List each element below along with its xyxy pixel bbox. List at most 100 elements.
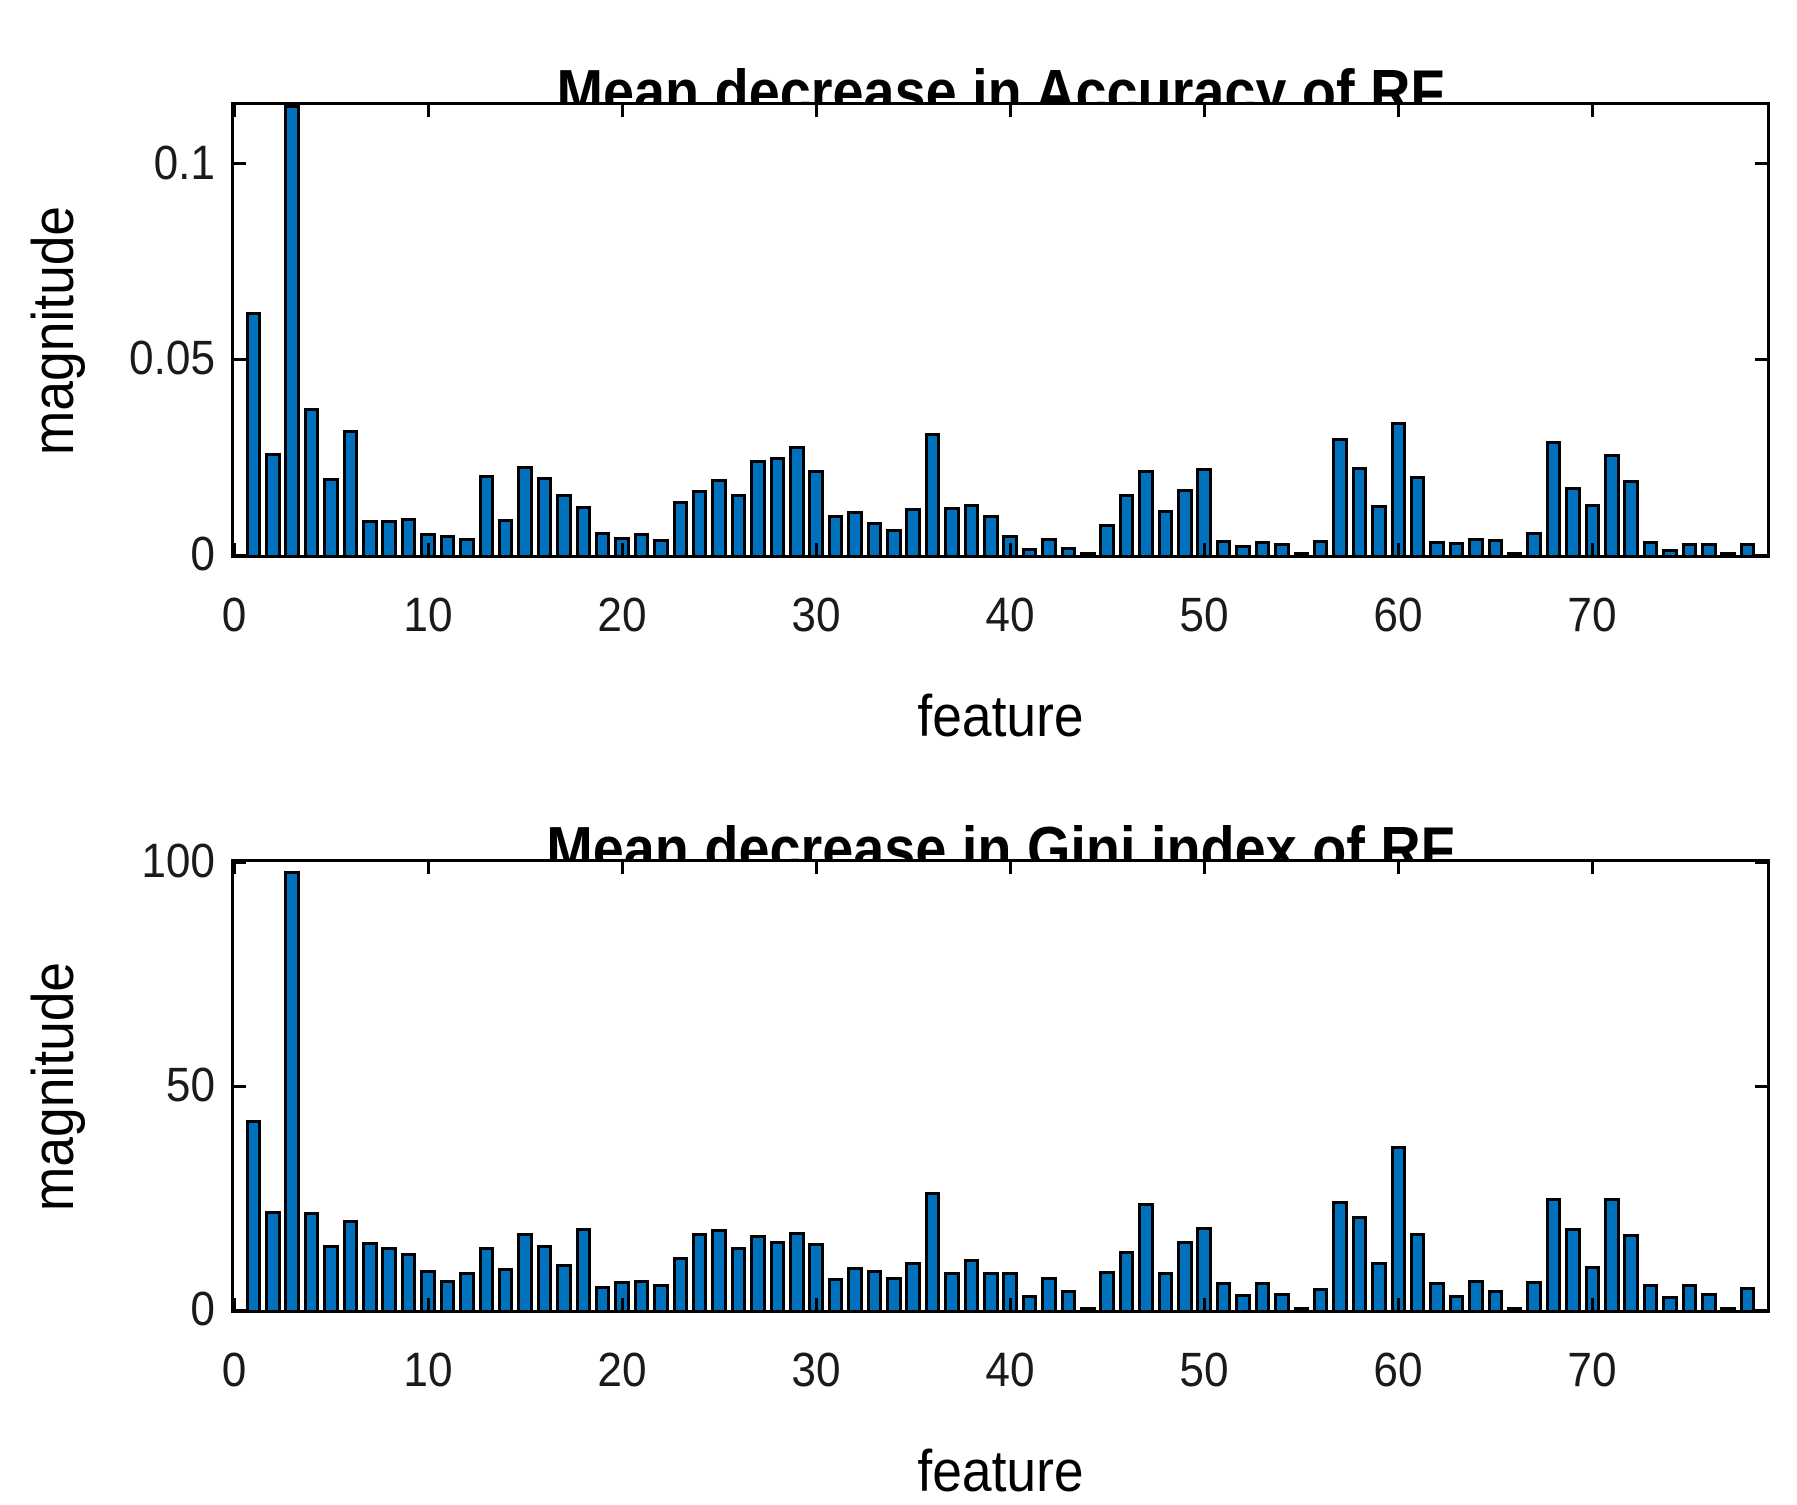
- bar: [983, 1272, 999, 1310]
- bar: [1448, 541, 1465, 555]
- bar: [1720, 1307, 1736, 1310]
- bar: [342, 1220, 359, 1310]
- bar: [265, 453, 281, 555]
- x-tick-mark: [232, 543, 236, 555]
- bar: [808, 1243, 824, 1310]
- bar: [1429, 540, 1445, 555]
- bar: [730, 1246, 747, 1310]
- x-tick-label: 20: [597, 1344, 647, 1397]
- bar: [1506, 552, 1523, 555]
- x-tick-mark: [620, 862, 624, 874]
- bar: [1506, 1307, 1523, 1310]
- bar: [1215, 540, 1232, 555]
- y-tick-mark: [234, 860, 246, 864]
- bar: [1118, 493, 1135, 555]
- bar: [866, 521, 883, 555]
- bar: [420, 1270, 436, 1310]
- bar: [886, 1277, 902, 1310]
- bar: [905, 508, 921, 555]
- x-tick-mark: [1590, 1298, 1594, 1310]
- x-axis-label: feature: [917, 684, 1084, 749]
- x-tick-label: 10: [403, 589, 453, 642]
- bar: [963, 1258, 980, 1310]
- bar: [1584, 504, 1601, 555]
- bar: [1235, 544, 1251, 555]
- x-tick-mark: [232, 1298, 236, 1310]
- bar: [1545, 440, 1562, 555]
- x-tick-mark: [620, 543, 624, 555]
- x-tick-mark: [814, 1298, 818, 1310]
- x-tick-label: 50: [1179, 589, 1229, 642]
- bar: [459, 1272, 475, 1310]
- bar: [1468, 1280, 1484, 1310]
- bar: [1060, 546, 1077, 555]
- x-tick-label: 0: [221, 589, 247, 642]
- bar: [827, 1278, 844, 1310]
- bar: [905, 1261, 921, 1310]
- bar: [750, 459, 766, 555]
- bar: [1235, 1293, 1251, 1310]
- bar: [1138, 1203, 1154, 1310]
- x-tick-mark: [620, 105, 624, 117]
- x-tick-mark: [1590, 105, 1594, 117]
- bar: [1409, 475, 1426, 555]
- x-tick-mark: [814, 543, 818, 555]
- y-tick-mark: [1755, 1084, 1767, 1088]
- bar: [1603, 1197, 1620, 1310]
- bar: [1351, 466, 1368, 555]
- x-tick-label: 0: [221, 1344, 247, 1397]
- bar: [1177, 1241, 1193, 1310]
- x-tick-mark: [232, 105, 236, 117]
- y-tick-mark: [1755, 860, 1767, 864]
- bar: [1371, 1261, 1387, 1310]
- bar: [1584, 1265, 1601, 1310]
- x-tick-mark: [1008, 1298, 1012, 1310]
- bar: [769, 456, 786, 555]
- bar: [478, 474, 495, 555]
- bar: [362, 1242, 378, 1310]
- x-tick-mark: [1396, 543, 1400, 555]
- bar: [633, 532, 650, 555]
- bar: [362, 519, 378, 555]
- bar: [614, 1280, 630, 1310]
- bar: [1720, 552, 1736, 555]
- bar: [284, 870, 300, 1310]
- bar: [1526, 1280, 1542, 1310]
- bar: [1390, 1146, 1407, 1310]
- bar: [691, 1233, 708, 1310]
- bar: [847, 511, 863, 555]
- x-tick-mark: [814, 862, 818, 874]
- bar: [1681, 542, 1698, 555]
- plot-area: [231, 102, 1770, 558]
- x-tick-mark: [1008, 543, 1012, 555]
- bar: [1215, 1282, 1232, 1310]
- x-tick-label: 70: [1567, 589, 1617, 642]
- bar: [439, 1279, 456, 1310]
- y-tick-mark: [1755, 1308, 1767, 1312]
- y-tick-label: 0.05: [129, 332, 215, 386]
- bar: [924, 432, 941, 555]
- bar: [1254, 1282, 1271, 1310]
- bar: [1662, 1295, 1678, 1310]
- bar: [886, 529, 902, 555]
- y-tick-mark: [234, 162, 246, 166]
- bar: [1701, 1292, 1717, 1310]
- bar: [1177, 488, 1193, 555]
- bar: [1642, 1283, 1659, 1310]
- bar: [1739, 1287, 1756, 1310]
- bar: [1254, 540, 1271, 555]
- bar: [1332, 1201, 1348, 1310]
- bar: [342, 429, 359, 555]
- bar: [1390, 421, 1407, 555]
- y-tick-mark: [234, 553, 246, 557]
- bar: [478, 1246, 495, 1310]
- x-tick-label: 40: [985, 1344, 1035, 1397]
- x-tick-label: 30: [791, 589, 841, 642]
- y-tick-mark: [1755, 162, 1767, 166]
- bar: [1739, 542, 1756, 555]
- bar: [323, 1245, 339, 1310]
- bar: [556, 1264, 572, 1310]
- bar: [711, 479, 727, 555]
- y-axis-label-text: magnitude: [20, 205, 86, 455]
